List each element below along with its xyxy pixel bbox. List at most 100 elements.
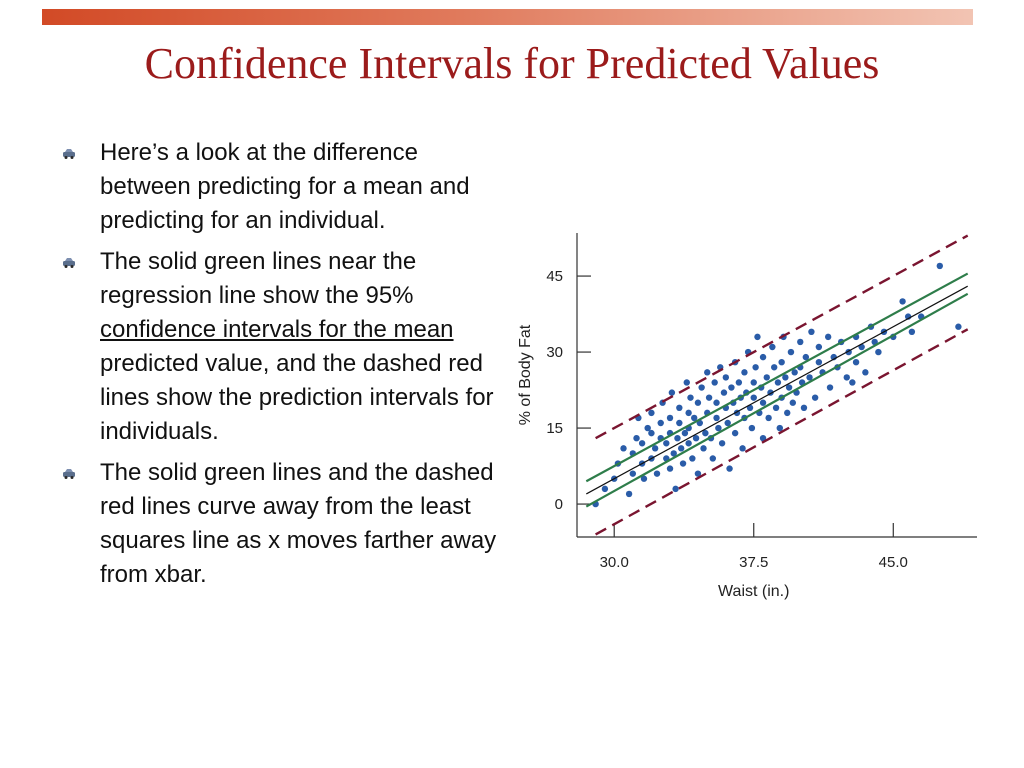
scatter-chart: 0 15 30 45 30.0 37.5 45.0 Waist (in.) % of Body … [505, 225, 995, 610]
data-point [705, 394, 713, 401]
data-point [759, 353, 767, 361]
data-point [718, 440, 726, 447]
car-bullet-icon [63, 469, 75, 479]
data-point [936, 262, 943, 270]
data-point [700, 445, 707, 452]
data-point [713, 399, 720, 406]
data-point [689, 455, 696, 462]
data-point [750, 394, 757, 401]
x-axis-title: Waist (in.) [718, 583, 789, 600]
data-point [685, 440, 692, 447]
data-point [625, 490, 633, 498]
bullet-item: The solid green lines near the regressio… [60, 245, 500, 449]
x-tick-label: 37.5 [739, 554, 768, 571]
data-point [739, 445, 746, 452]
data-point [663, 440, 670, 447]
y-tick-label: 0 [555, 496, 563, 513]
data-point [843, 374, 850, 381]
y-axis-title: % of Body Fat [517, 324, 534, 425]
data-point [765, 414, 772, 422]
data-point [800, 404, 808, 411]
data-point [771, 364, 778, 371]
chart-svg: 0 15 30 45 30.0 37.5 45.0 Waist (in.) % of Body … [517, 233, 977, 600]
data-point [778, 359, 785, 366]
data-point [908, 328, 916, 335]
data-point [769, 343, 776, 351]
data-point [741, 369, 748, 376]
data-point [694, 470, 702, 477]
data-point [694, 399, 702, 406]
data-point [811, 394, 819, 401]
data-point [676, 404, 683, 411]
prediction-interval-lower [595, 328, 969, 536]
bullet-text: Here’s a look at the difference between … [100, 139, 470, 234]
data-point [808, 328, 815, 335]
data-point [899, 298, 906, 305]
data-point [785, 384, 793, 391]
data-point [824, 333, 832, 341]
data-point [720, 389, 728, 396]
data-point [728, 384, 735, 391]
data-point [702, 429, 709, 437]
bullet-text: The solid green lines near the regressio… [100, 248, 417, 309]
data-point [657, 419, 664, 427]
data-point [955, 323, 962, 330]
x-tick-label: 45.0 [879, 554, 908, 571]
data-point [638, 440, 646, 447]
data-point [875, 348, 882, 356]
data-point [791, 369, 798, 376]
x-tick-label: 30.0 [600, 554, 629, 571]
y-tick-label: 15 [546, 420, 563, 437]
data-point [731, 429, 739, 437]
data-point [666, 465, 674, 472]
bullet-item: Here’s a look at the difference between … [60, 136, 500, 238]
data-point [681, 429, 689, 437]
data-point [748, 424, 756, 432]
data-point [640, 475, 648, 482]
data-point [774, 379, 782, 386]
data-point [670, 450, 677, 457]
data-point [691, 414, 698, 422]
bullet-list: Here’s a look at the difference between … [60, 136, 500, 599]
data-point [802, 353, 810, 361]
data-point [601, 485, 609, 493]
data-point [666, 414, 674, 422]
confidence-interval-upper [585, 272, 969, 483]
data-point [752, 364, 759, 371]
bullet-item: The solid green lines and the dashed red… [60, 456, 500, 592]
data-point [750, 379, 757, 386]
data-point [685, 409, 692, 417]
data-point [776, 424, 783, 432]
data-point [620, 445, 627, 452]
data-point [633, 435, 640, 442]
data-point [648, 429, 655, 437]
data-point [789, 399, 797, 406]
data-point [668, 389, 676, 396]
data-point [815, 343, 823, 351]
data-point [683, 379, 690, 386]
data-point [784, 409, 791, 417]
confidence-interval-lower [585, 292, 969, 508]
data-point [806, 374, 813, 381]
data-point [759, 435, 767, 442]
data-point [679, 460, 687, 467]
underlined-term: confidence intervals for the mean [100, 316, 454, 343]
data-point [759, 399, 767, 406]
bullet-text: predicted value, and the dashed red line… [100, 350, 494, 445]
data-point [644, 424, 651, 432]
prediction-interval-upper [595, 234, 969, 440]
data-point [677, 445, 685, 452]
data-point [726, 465, 733, 472]
y-tick-label: 45 [546, 268, 563, 285]
data-point [672, 485, 679, 493]
data-point [722, 374, 730, 381]
data-point [629, 470, 637, 477]
data-point [674, 435, 681, 442]
data-point [763, 374, 770, 381]
data-point [648, 409, 655, 417]
data-point [709, 455, 717, 462]
data-point [704, 369, 711, 376]
data-point [871, 338, 878, 346]
data-point [754, 333, 761, 341]
car-bullet-icon [63, 258, 75, 268]
